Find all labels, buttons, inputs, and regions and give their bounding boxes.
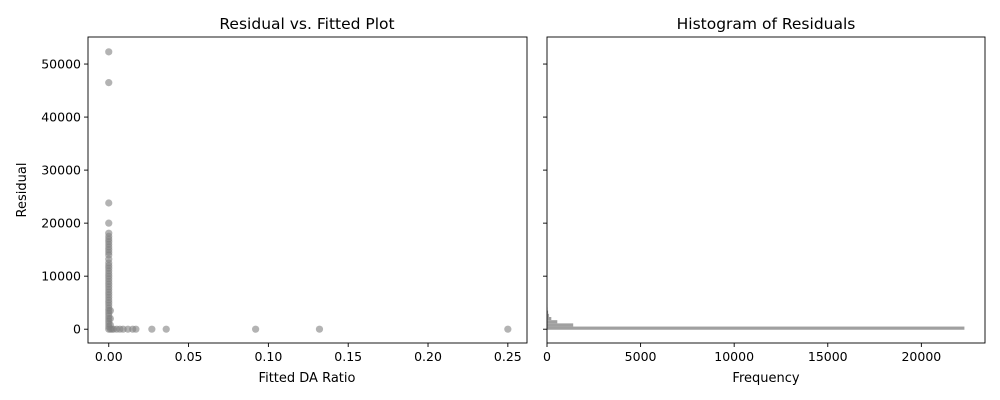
y-tick-label: 30000	[41, 163, 81, 178]
histogram-bar	[547, 317, 552, 321]
x-tick-label: 20000	[901, 349, 941, 364]
scatter-point	[106, 315, 114, 323]
x-tick-label: 0	[543, 349, 551, 364]
y-tick-label: 50000	[41, 57, 81, 72]
histogram-bars	[547, 304, 965, 330]
histogram-bar	[547, 323, 574, 327]
y-tick-label: 0	[73, 322, 81, 337]
y-tick-label: 10000	[41, 269, 81, 284]
y-tick-label: 20000	[41, 216, 81, 231]
x-tick-label: 0.05	[175, 349, 203, 364]
x-tick-label: 0.25	[494, 349, 522, 364]
scatter-title: Residual vs. Fitted Plot	[219, 15, 394, 33]
scatter-point	[105, 219, 113, 227]
scatter-point	[132, 325, 140, 333]
histogram-x-label: Frequency	[732, 371, 799, 386]
histogram-axes-frame	[546, 36, 986, 344]
scatter-x-label: Fitted DA Ratio	[259, 371, 356, 386]
histogram-bar	[547, 320, 558, 324]
histogram-x-ticks: 0 5000 10000 15000 20000	[543, 343, 941, 364]
scatter-point	[105, 48, 113, 56]
histogram-panel: Histogram of Residuals 0 5000 10000 15000 20…	[543, 15, 986, 386]
scatter-y-label: Residual	[15, 163, 30, 218]
x-tick-label: 10000	[714, 349, 754, 364]
scatter-point	[106, 307, 114, 315]
histogram-y-ticks	[543, 63, 547, 330]
x-tick-label: 5000	[625, 349, 657, 364]
histogram-bar	[547, 310, 549, 314]
scatter-x-ticks: 0.00 0.05 0.10 0.15 0.20 0.25	[95, 343, 522, 364]
x-tick-label: 0.00	[95, 349, 123, 364]
x-tick-label: 15000	[808, 349, 848, 364]
y-tick-label: 40000	[41, 110, 81, 125]
scatter-point	[105, 199, 113, 207]
histogram-bar	[547, 326, 965, 330]
scatter-panel: Residual vs. Fitted Plot 0.00 0.05 0.10 0.1…	[15, 15, 528, 386]
histogram-bar	[547, 313, 550, 318]
x-tick-label: 0.10	[254, 349, 282, 364]
scatter-y-ticks: 0 10000 20000 30000 40000 50000	[41, 57, 88, 337]
x-tick-label: 0.15	[334, 349, 362, 364]
scatter-point	[162, 325, 170, 333]
x-tick-label: 0.20	[414, 349, 442, 364]
scatter-point	[105, 79, 113, 87]
scatter-axes-frame	[87, 36, 528, 344]
histogram-title: Histogram of Residuals	[677, 15, 856, 33]
scatter-point	[315, 325, 324, 333]
scatter-point	[252, 325, 260, 333]
scatter-points	[105, 48, 512, 333]
scatter-point	[504, 325, 512, 333]
scatter-point	[148, 325, 156, 333]
